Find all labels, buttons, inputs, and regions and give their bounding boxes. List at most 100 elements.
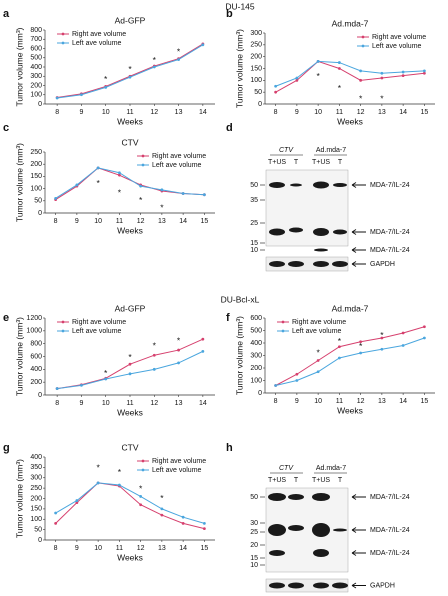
annotation: * (380, 330, 384, 340)
arrow (351, 527, 366, 533)
chart-title: CTV (122, 137, 139, 147)
data-point (55, 96, 59, 100)
data-point (128, 372, 132, 376)
data-point (316, 370, 320, 374)
y-tick-label: 300 (30, 475, 42, 482)
panel-label: a (3, 8, 10, 20)
x-tick-label: 12 (357, 109, 365, 116)
y-tick-label: 0 (258, 101, 262, 108)
x-tick-label: 12 (137, 218, 145, 225)
y-axis-label: Tumor volume (mm³) (14, 27, 24, 106)
data-point (295, 76, 299, 80)
data-point (104, 377, 108, 381)
marker-label: 35 (250, 197, 258, 204)
y-tick-label: 250 (30, 485, 42, 492)
blot-band (269, 261, 285, 267)
data-point (359, 69, 363, 73)
annotation: * (128, 352, 132, 362)
panel-label: b (226, 8, 233, 20)
x-tick-label: 13 (378, 398, 386, 405)
data-point (54, 511, 58, 515)
x-tick-label: 15 (200, 545, 208, 552)
data-point (337, 67, 341, 70)
y-tick-label: 100 (30, 92, 42, 99)
y-axis-label: Tumor volume (mm³) (234, 29, 244, 108)
y-tick-label: 400 (30, 454, 42, 461)
x-tick-label: 11 (336, 398, 343, 405)
legend-label: Left ave volume (372, 43, 422, 50)
annotation: * (139, 483, 143, 493)
x-tick-label: 10 (94, 218, 102, 225)
legend-swatch (141, 163, 145, 167)
data-point (380, 347, 384, 351)
data-point (359, 351, 363, 355)
band-label: MDA-7/IL-24 (370, 550, 410, 557)
x-axis-label: Weeks (117, 407, 143, 417)
chart-title: Ad.mda-7 (332, 18, 369, 28)
blot-band (288, 525, 304, 531)
group-label: CTV (279, 465, 294, 472)
marker-label: 50 (250, 494, 258, 501)
y-tick-label: 300 (250, 30, 262, 37)
x-tick-label: 8 (55, 109, 59, 116)
blot-band (333, 528, 347, 532)
x-tick-label: 13 (378, 109, 386, 116)
x-tick-label: 8 (55, 400, 59, 407)
y-tick-label: 800 (30, 27, 42, 34)
y-tick-label: 400 (30, 366, 42, 373)
y-tick-label: 250 (30, 149, 42, 156)
blot-band (313, 582, 329, 589)
x-tick-label: 14 (199, 400, 207, 407)
data-point (152, 353, 156, 357)
band-label: MDA-7/IL-24 (370, 247, 410, 254)
blot-band (288, 261, 304, 267)
data-point (54, 522, 58, 525)
y-tick-label: 1200 (26, 315, 42, 322)
x-tick-label: 8 (274, 109, 278, 116)
data-point (181, 192, 185, 195)
loading-label: GAPDH (370, 582, 395, 589)
series-line (275, 326, 425, 386)
blot-band (269, 228, 285, 236)
arrow (351, 229, 366, 235)
band-label: MDA-7/IL-24 (370, 182, 410, 189)
x-tick-label: 9 (79, 109, 83, 116)
data-point (274, 384, 278, 387)
x-tick-label: 11 (126, 400, 133, 407)
lane-label: T (338, 159, 343, 166)
data-point (422, 71, 426, 75)
y-tick-label: 0 (258, 390, 262, 397)
data-point (380, 76, 384, 80)
x-tick-label: 11 (116, 218, 123, 225)
data-point (177, 361, 180, 365)
legend-swatch (361, 35, 365, 39)
lane-label: T (294, 477, 299, 484)
marker-label: 10 (250, 562, 258, 569)
y-tick-label: 0 (38, 537, 42, 544)
y-axis-label: Tumor volume (mm³) (14, 459, 24, 538)
y-tick-label: 600 (30, 353, 42, 360)
series-line (275, 60, 425, 87)
blot-band (333, 229, 347, 235)
y-tick-label: 600 (250, 315, 262, 322)
data-point (422, 69, 426, 73)
data-point (422, 336, 426, 340)
data-point (202, 193, 206, 197)
data-point (380, 71, 384, 75)
data-point (75, 183, 79, 187)
panel-label: c (3, 122, 9, 134)
x-tick-label: 10 (314, 109, 322, 116)
y-axis-label: Tumor volume (mm³) (14, 317, 24, 396)
blot-band (268, 524, 286, 536)
y-tick-label: 0 (38, 101, 42, 108)
data-point (75, 499, 79, 502)
x-axis-label: Weeks (117, 552, 143, 562)
data-point (201, 43, 205, 47)
data-point (359, 340, 363, 344)
data-point (401, 70, 405, 74)
data-point (177, 58, 180, 61)
data-point (75, 501, 79, 505)
legend-label: Right ave volume (152, 153, 206, 160)
legend-swatch (141, 154, 145, 158)
